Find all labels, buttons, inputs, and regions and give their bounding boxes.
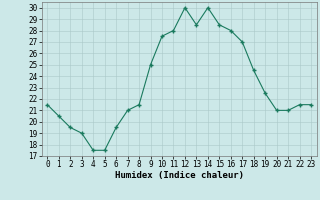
X-axis label: Humidex (Indice chaleur): Humidex (Indice chaleur) [115, 171, 244, 180]
